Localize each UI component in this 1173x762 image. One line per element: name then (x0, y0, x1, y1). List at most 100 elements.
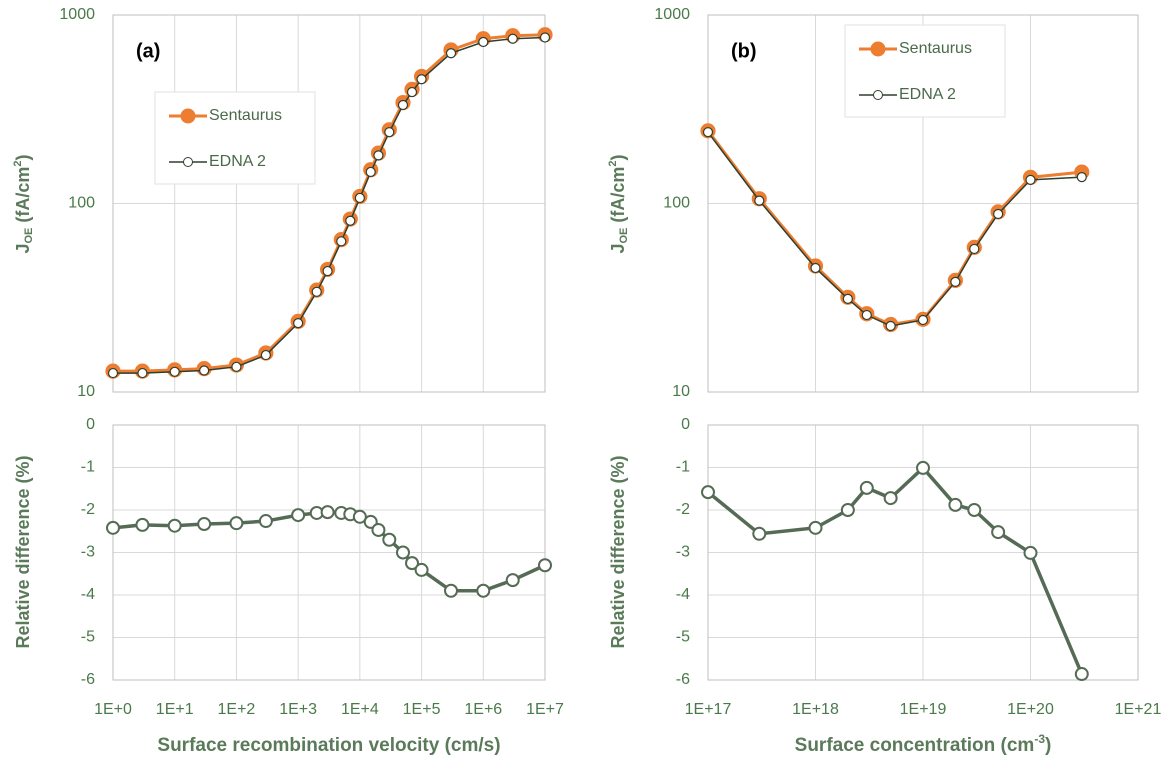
data-point (371, 522, 386, 537)
data-point (373, 150, 384, 161)
data-point (416, 74, 427, 85)
y-tick-label: -5 (81, 629, 95, 646)
data-point (993, 208, 1004, 220)
plot-frame (707, 424, 1139, 681)
data-point (293, 318, 304, 329)
y-tick-label: -6 (676, 671, 690, 688)
series-line (706, 129, 1082, 327)
legend-marker (180, 108, 196, 124)
data-point (967, 503, 982, 517)
y-tick-label: -6 (81, 671, 95, 688)
data-point (199, 365, 210, 376)
legend-box (154, 91, 316, 185)
legend-label: Sentaurus (209, 107, 282, 124)
legend: Sentaurus EDNA 2 (154, 91, 316, 185)
data-point (950, 276, 961, 287)
y-tick-label: -3 (676, 544, 690, 561)
data-point (260, 349, 271, 361)
y-axis-label: JOE (fA/cm2) (607, 154, 630, 253)
x-tick-label: 1E+18 (792, 701, 839, 718)
y-tick-label: -2 (676, 501, 690, 518)
legend-label: Sentaurus (899, 40, 972, 57)
data-point (231, 361, 242, 372)
plot-frame (707, 14, 1139, 393)
y-tick-label: -4 (81, 586, 95, 603)
data-point (754, 195, 765, 206)
legend-box (844, 24, 1006, 118)
data-point (885, 320, 896, 332)
y-tick-label: -3 (81, 544, 95, 561)
data-point (107, 367, 119, 379)
data-point (861, 309, 872, 321)
data-point (883, 491, 898, 506)
data-point (135, 517, 150, 532)
data-point (365, 166, 376, 178)
data-point (406, 86, 418, 98)
y-tick-label: -1 (81, 459, 95, 476)
y-axis-label: Relative difference (%) (13, 455, 33, 648)
data-point (397, 99, 409, 111)
data-point (382, 532, 397, 547)
y-tick-label: 1000 (654, 6, 690, 23)
data-point (444, 583, 459, 598)
data-point (859, 480, 874, 495)
data-point (229, 516, 244, 531)
data-point (445, 48, 457, 59)
y-tick-label: -2 (81, 501, 95, 518)
x-axis-label: Surface concentration (cm-3) (795, 732, 1052, 756)
data-point (478, 36, 489, 48)
data-point (354, 192, 365, 204)
x-tick-label: 1E+19 (900, 701, 947, 718)
data-point (106, 520, 120, 535)
legend-marker (870, 41, 886, 57)
data-point (311, 286, 322, 297)
data-point (538, 558, 552, 573)
data-point (842, 293, 853, 304)
data-point (167, 518, 182, 533)
data-point (345, 215, 356, 226)
legend-label: EDNA 2 (899, 86, 956, 103)
data-point (917, 314, 929, 326)
data-point (505, 573, 520, 588)
legend-marker (183, 157, 193, 167)
data-point (1074, 667, 1089, 682)
y-tick-label: -1 (676, 459, 690, 476)
data-point (916, 460, 930, 475)
x-tick-label: 1E+3 (279, 701, 317, 718)
data-point (539, 32, 551, 43)
data-point (137, 367, 148, 379)
y-axis-label: Relative difference (%) (608, 455, 628, 648)
y-tick-label: 100 (68, 195, 95, 212)
data-point (507, 33, 518, 44)
plot-frame (112, 424, 546, 681)
x-tick-label: 1E+21 (1115, 701, 1162, 718)
data-point (395, 545, 410, 560)
data-point (336, 236, 347, 247)
panel-label: (b) (731, 40, 757, 62)
x-tick-label: 1E+4 (341, 701, 379, 718)
data-point (948, 497, 963, 512)
data-point (810, 262, 821, 274)
legend: Sentaurus EDNA 2 (844, 24, 1006, 118)
y-tick-label: 0 (681, 416, 690, 433)
data-point (322, 265, 333, 277)
legend-label: EDNA 2 (209, 153, 266, 170)
y-tick-label: 100 (663, 195, 690, 212)
data-point (840, 503, 855, 517)
legend-marker (873, 90, 883, 100)
data-point (197, 517, 212, 532)
series-line (707, 131, 1082, 327)
panel-label: (a) (136, 40, 160, 62)
data-point (1076, 172, 1087, 183)
x-tick-label: 1E+1 (156, 701, 194, 718)
x-tick-label: 1E+6 (464, 701, 502, 718)
data-point (352, 509, 367, 524)
data-point (1025, 174, 1036, 185)
y-tick-label: -4 (676, 586, 690, 603)
y-tick-label: -5 (676, 629, 690, 646)
data-point (291, 508, 306, 523)
y-tick-label: 0 (86, 416, 95, 433)
y-tick-label: 10 (672, 383, 690, 400)
data-point (991, 525, 1006, 540)
x-tick-label: 1E+2 (218, 701, 256, 718)
